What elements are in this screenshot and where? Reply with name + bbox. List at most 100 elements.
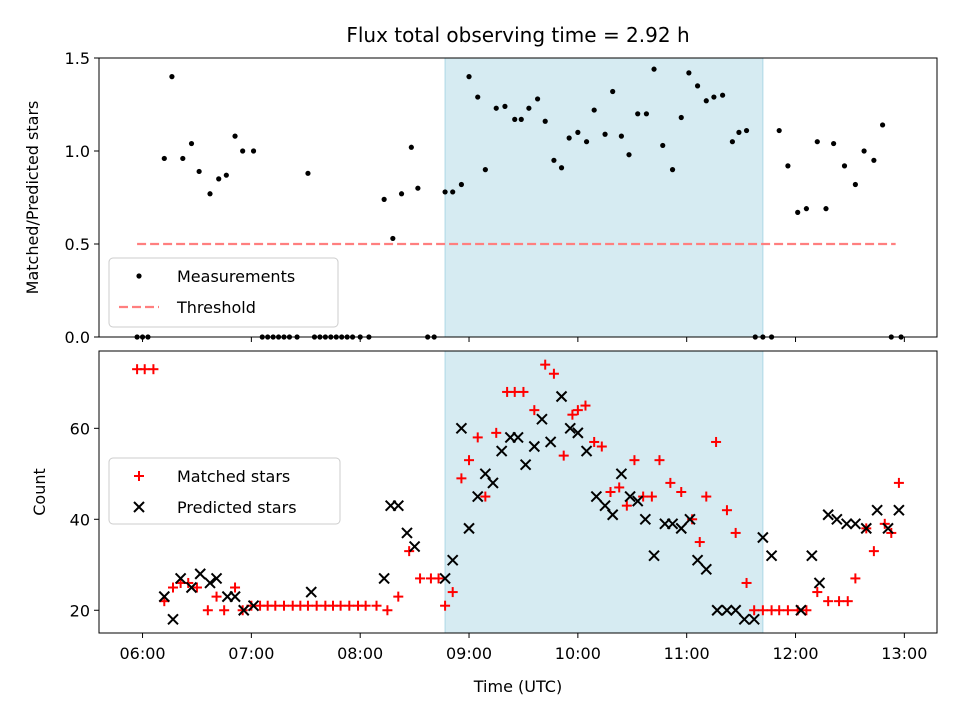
- predicted-star-point: [748, 613, 760, 626]
- x-stroke-b: [893, 504, 905, 516]
- predicted-star-point: [167, 613, 179, 626]
- predicted-star-point: [606, 509, 619, 521]
- predicted-star-point: [463, 522, 475, 535]
- top-panel: 0.0 0.5 1.0 1.5 Flux total observing time =…: [23, 23, 938, 347]
- measurement-point: [686, 70, 692, 76]
- measurement-point: [398, 191, 405, 197]
- matched-star-point: [721, 505, 732, 516]
- measurement-point: [526, 105, 532, 111]
- predicted-star-point: [795, 604, 807, 616]
- predicted-star-point: [711, 604, 723, 616]
- matched-star-point: [472, 432, 483, 443]
- predicted-star-point: [684, 513, 696, 525]
- measurement-point: [207, 191, 213, 197]
- measurement-point: [442, 189, 448, 195]
- measurement-point: [551, 157, 557, 163]
- predicted-star-point: [590, 490, 603, 503]
- x-stroke-b: [167, 613, 179, 626]
- y-tick-label: 20: [70, 601, 90, 620]
- chart-title: Flux total observing time = 2.92 h: [346, 23, 689, 47]
- matched-star-point: [812, 587, 823, 598]
- y-tick-label: 40: [70, 510, 90, 529]
- x-stroke-b: [204, 577, 216, 589]
- x-stroke-b: [675, 522, 687, 535]
- matched-star-point: [701, 491, 712, 502]
- x-stroke-b: [555, 390, 568, 403]
- x-stroke-b: [572, 427, 584, 439]
- predicted-star-point: [158, 590, 171, 603]
- x-stroke-b: [882, 522, 894, 535]
- matched-star-point: [646, 491, 657, 502]
- measurement-point: [669, 167, 676, 173]
- matched-star-point: [782, 605, 793, 616]
- matched-star-point: [279, 600, 290, 611]
- predicted-star-point: [229, 590, 241, 603]
- predicted-star-point: [512, 431, 524, 444]
- matched-star-point: [548, 368, 559, 379]
- x-stroke-b: [757, 531, 769, 544]
- measurement-point: [861, 148, 867, 154]
- matched-star-point: [219, 605, 230, 616]
- measurement-point: [871, 157, 877, 163]
- measurement-point: [240, 148, 246, 154]
- x-stroke-b: [590, 490, 603, 503]
- x-stroke-b: [599, 499, 611, 512]
- matched-star-point: [440, 600, 451, 611]
- measurement-point: [678, 114, 684, 121]
- predicted-star-point: [536, 413, 548, 425]
- x-stroke-b: [158, 590, 171, 603]
- predicted-star-point: [666, 518, 679, 530]
- matched-star-point: [393, 591, 404, 602]
- measurement-point: [390, 235, 396, 242]
- legend-label: Predicted stars: [177, 498, 297, 517]
- predicted-star-point: [446, 554, 459, 566]
- measurement-point: [534, 96, 541, 102]
- matched-star-point: [509, 386, 520, 397]
- predicted-star-point: [439, 572, 451, 585]
- matched-star-point: [757, 605, 768, 616]
- predicted-star-point: [408, 540, 421, 553]
- x-stroke-b: [238, 604, 250, 616]
- predicted-star-point: [813, 577, 826, 589]
- x-stroke-b: [684, 513, 696, 525]
- measurement-point: [841, 163, 848, 169]
- predicted-star-point: [378, 572, 390, 585]
- x-tick-label: 12:00: [772, 644, 818, 663]
- top-legend: Measurements Threshold: [108, 257, 339, 328]
- predicted-star-point: [544, 436, 557, 448]
- predicted-star-point: [691, 554, 704, 566]
- top-y-ticks: 0.0 0.5 1.0 1.5: [65, 49, 99, 347]
- predicted-star-point: [765, 549, 778, 562]
- predicted-star-point: [757, 531, 769, 544]
- matched-star-point: [211, 591, 222, 602]
- predicted-star-point: [721, 604, 733, 616]
- measurement-point: [512, 116, 518, 122]
- matched-star-point: [823, 596, 834, 607]
- x-stroke-b: [392, 499, 404, 512]
- x-stroke-b: [639, 513, 652, 525]
- predicted-star-point: [580, 445, 593, 457]
- matched-star-point: [540, 359, 551, 370]
- x-stroke-b: [210, 572, 223, 585]
- measurement-point: [583, 139, 590, 145]
- predicted-star-point: [849, 518, 862, 530]
- matched-star-point: [801, 605, 812, 616]
- bottom-highlight-band: [444, 350, 764, 634]
- x-stroke-b: [479, 468, 492, 480]
- matched-star-point: [382, 605, 393, 616]
- matched-star-point: [139, 364, 150, 375]
- x-stroke-b: [401, 527, 413, 539]
- measurement-point: [223, 172, 229, 178]
- matched-star-point: [730, 527, 741, 538]
- predicted-star-point: [564, 422, 576, 435]
- x-stroke-b: [849, 518, 862, 530]
- x-stroke-b: [446, 554, 459, 566]
- x-stroke-b: [795, 604, 807, 616]
- predicted-star-point: [555, 390, 568, 403]
- predicted-star-point: [648, 549, 660, 562]
- matched-star-point: [614, 482, 625, 493]
- predicted-star-point: [519, 459, 532, 471]
- x-stroke-b: [822, 509, 834, 521]
- top-x-ticks: [142, 337, 905, 342]
- measurement-point: [502, 103, 508, 109]
